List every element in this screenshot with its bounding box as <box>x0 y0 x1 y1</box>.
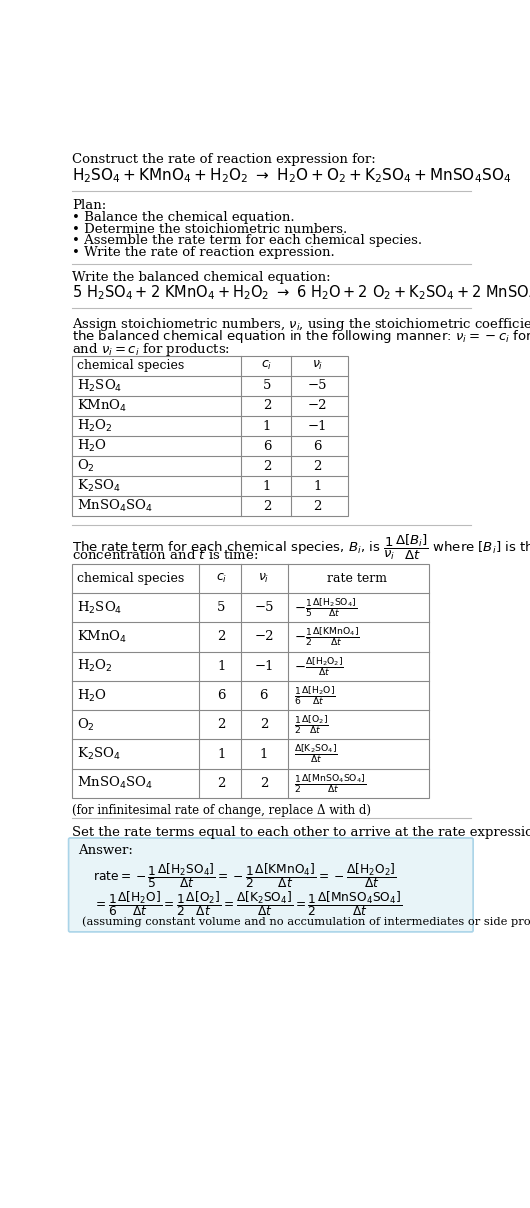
Text: −1: −1 <box>307 419 327 432</box>
Text: (assuming constant volume and no accumulation of intermediates or side products): (assuming constant volume and no accumul… <box>82 917 530 927</box>
Text: Assign stoichiometric numbers, $\nu_i$, using the stoichiometric coefficients, $: Assign stoichiometric numbers, $\nu_i$, … <box>73 316 530 333</box>
Text: 1: 1 <box>217 660 225 673</box>
Text: 2: 2 <box>313 500 322 512</box>
Text: $-\frac{1}{5}\frac{\Delta[\mathrm{H_2SO_4}]}{\Delta t}$: $-\frac{1}{5}\frac{\Delta[\mathrm{H_2SO_… <box>294 597 357 620</box>
Text: • Write the rate of reaction expression.: • Write the rate of reaction expression. <box>73 246 335 259</box>
Text: $-\frac{1}{2}\frac{\Delta[\mathrm{KMnO_4}]}{\Delta t}$: $-\frac{1}{2}\frac{\Delta[\mathrm{KMnO_4… <box>294 626 360 649</box>
Text: • Balance the chemical equation.: • Balance the chemical equation. <box>73 211 295 225</box>
Text: $\nu_i$: $\nu_i$ <box>312 360 323 372</box>
Text: $\mathrm{H_2SO_4 + KMnO_4 + H_2O_2\ \rightarrow\ H_2O + O_2 + K_2SO_4 + MnSO_4SO: $\mathrm{H_2SO_4 + KMnO_4 + H_2O_2\ \rig… <box>73 167 512 185</box>
Text: • Determine the stoichiometric numbers.: • Determine the stoichiometric numbers. <box>73 222 348 236</box>
Text: $= \dfrac{1}{6}\dfrac{\Delta[\mathrm{H_2O}]}{\Delta t}= \dfrac{1}{2}\dfrac{\Delt: $= \dfrac{1}{6}\dfrac{\Delta[\mathrm{H_2… <box>93 889 402 918</box>
Text: 2: 2 <box>263 459 271 472</box>
Text: The rate term for each chemical species, $B_i$, is $\dfrac{1}{\nu_i}\dfrac{\Delt: The rate term for each chemical species,… <box>73 533 530 563</box>
Text: 6: 6 <box>260 689 268 702</box>
Text: 5: 5 <box>217 602 225 614</box>
Text: Write the balanced chemical equation:: Write the balanced chemical equation: <box>73 272 331 284</box>
Text: MnSO$_4$SO$_4$: MnSO$_4$SO$_4$ <box>77 498 153 515</box>
Text: H$_2$SO$_4$: H$_2$SO$_4$ <box>77 378 122 394</box>
Text: −2: −2 <box>307 400 327 412</box>
Text: 2: 2 <box>260 777 268 790</box>
Text: $\frac{1}{2}\frac{\Delta[\mathrm{O_2}]}{\Delta t}$: $\frac{1}{2}\frac{\Delta[\mathrm{O_2}]}{… <box>294 713 329 736</box>
Text: 5: 5 <box>263 379 271 393</box>
Text: chemical species: chemical species <box>77 571 184 585</box>
Text: 2: 2 <box>263 400 271 412</box>
Text: 1: 1 <box>263 419 271 432</box>
Text: $-\frac{\Delta[\mathrm{H_2O_2}]}{\Delta t}$: $-\frac{\Delta[\mathrm{H_2O_2}]}{\Delta … <box>294 655 344 678</box>
Text: $c_i$: $c_i$ <box>261 360 272 372</box>
Text: K$_2$SO$_4$: K$_2$SO$_4$ <box>77 747 121 762</box>
Text: $\nu_i$: $\nu_i$ <box>258 571 270 585</box>
Text: K$_2$SO$_4$: K$_2$SO$_4$ <box>77 478 121 494</box>
Text: 6: 6 <box>263 440 271 453</box>
Text: 2: 2 <box>263 500 271 512</box>
Text: H$_2$O: H$_2$O <box>77 687 107 703</box>
Text: $\frac{\Delta[\mathrm{K_2SO_4}]}{\Delta t}$: $\frac{\Delta[\mathrm{K_2SO_4}]}{\Delta … <box>294 743 338 766</box>
Text: Set the rate terms equal to each other to arrive at the rate expression:: Set the rate terms equal to each other t… <box>73 825 530 838</box>
Text: 1: 1 <box>313 480 322 493</box>
Text: −5: −5 <box>307 379 327 393</box>
Text: Plan:: Plan: <box>73 199 107 211</box>
Text: O$_2$: O$_2$ <box>77 458 95 474</box>
Text: O$_2$: O$_2$ <box>77 716 95 733</box>
Text: 2: 2 <box>260 719 268 731</box>
Text: MnSO$_4$SO$_4$: MnSO$_4$SO$_4$ <box>77 776 153 791</box>
Text: 2: 2 <box>217 631 225 644</box>
Text: $\frac{1}{2}\frac{\Delta[\mathrm{MnSO_4SO_4}]}{\Delta t}$: $\frac{1}{2}\frac{\Delta[\mathrm{MnSO_4S… <box>294 772 366 795</box>
Text: chemical species: chemical species <box>77 360 184 372</box>
Text: −1: −1 <box>254 660 273 673</box>
Text: (for infinitesimal rate of change, replace Δ with d): (for infinitesimal rate of change, repla… <box>73 805 372 817</box>
Text: H$_2$O$_2$: H$_2$O$_2$ <box>77 658 113 674</box>
Text: 2: 2 <box>217 719 225 731</box>
Bar <box>73 564 429 798</box>
Bar <box>73 356 348 516</box>
Text: $c_i$: $c_i$ <box>216 571 227 585</box>
Text: 1: 1 <box>260 748 268 761</box>
Text: 6: 6 <box>217 689 225 702</box>
Text: Construct the rate of reaction expression for:: Construct the rate of reaction expressio… <box>73 152 376 165</box>
Text: and $\nu_i = c_i$ for products:: and $\nu_i = c_i$ for products: <box>73 341 231 358</box>
Text: H$_2$O$_2$: H$_2$O$_2$ <box>77 418 113 434</box>
Text: KMnO$_4$: KMnO$_4$ <box>77 397 127 414</box>
Text: H$_2$O: H$_2$O <box>77 439 107 454</box>
Text: H$_2$SO$_4$: H$_2$SO$_4$ <box>77 599 122 616</box>
Text: −2: −2 <box>254 631 273 644</box>
Text: 2: 2 <box>217 777 225 790</box>
Text: 2: 2 <box>313 459 322 472</box>
Text: • Assemble the rate term for each chemical species.: • Assemble the rate term for each chemic… <box>73 234 422 248</box>
Text: 1: 1 <box>263 480 271 493</box>
FancyBboxPatch shape <box>68 838 473 931</box>
Text: $\frac{1}{6}\frac{\Delta[\mathrm{H_2O}]}{\Delta t}$: $\frac{1}{6}\frac{\Delta[\mathrm{H_2O}]}… <box>294 684 336 707</box>
Text: 6: 6 <box>313 440 322 453</box>
Text: Answer:: Answer: <box>78 844 132 858</box>
Text: KMnO$_4$: KMnO$_4$ <box>77 629 127 645</box>
Text: $\mathrm{rate} = -\dfrac{1}{5}\dfrac{\Delta[\mathrm{H_2SO_4}]}{\Delta t}= -\dfra: $\mathrm{rate} = -\dfrac{1}{5}\dfrac{\De… <box>93 861 397 890</box>
Text: the balanced chemical equation in the following manner: $\nu_i = -c_i$ for react: the balanced chemical equation in the fo… <box>73 329 530 345</box>
Text: $\mathrm{5\ H_2SO_4 + 2\ KMnO_4 + H_2O_2\ \rightarrow\ 6\ H_2O + 2\ O_2 + K_2SO_: $\mathrm{5\ H_2SO_4 + 2\ KMnO_4 + H_2O_2… <box>73 284 530 302</box>
Text: 1: 1 <box>217 748 225 761</box>
Text: −5: −5 <box>254 602 273 614</box>
Text: concentration and $t$ is time:: concentration and $t$ is time: <box>73 548 259 563</box>
Text: rate term: rate term <box>327 571 387 585</box>
